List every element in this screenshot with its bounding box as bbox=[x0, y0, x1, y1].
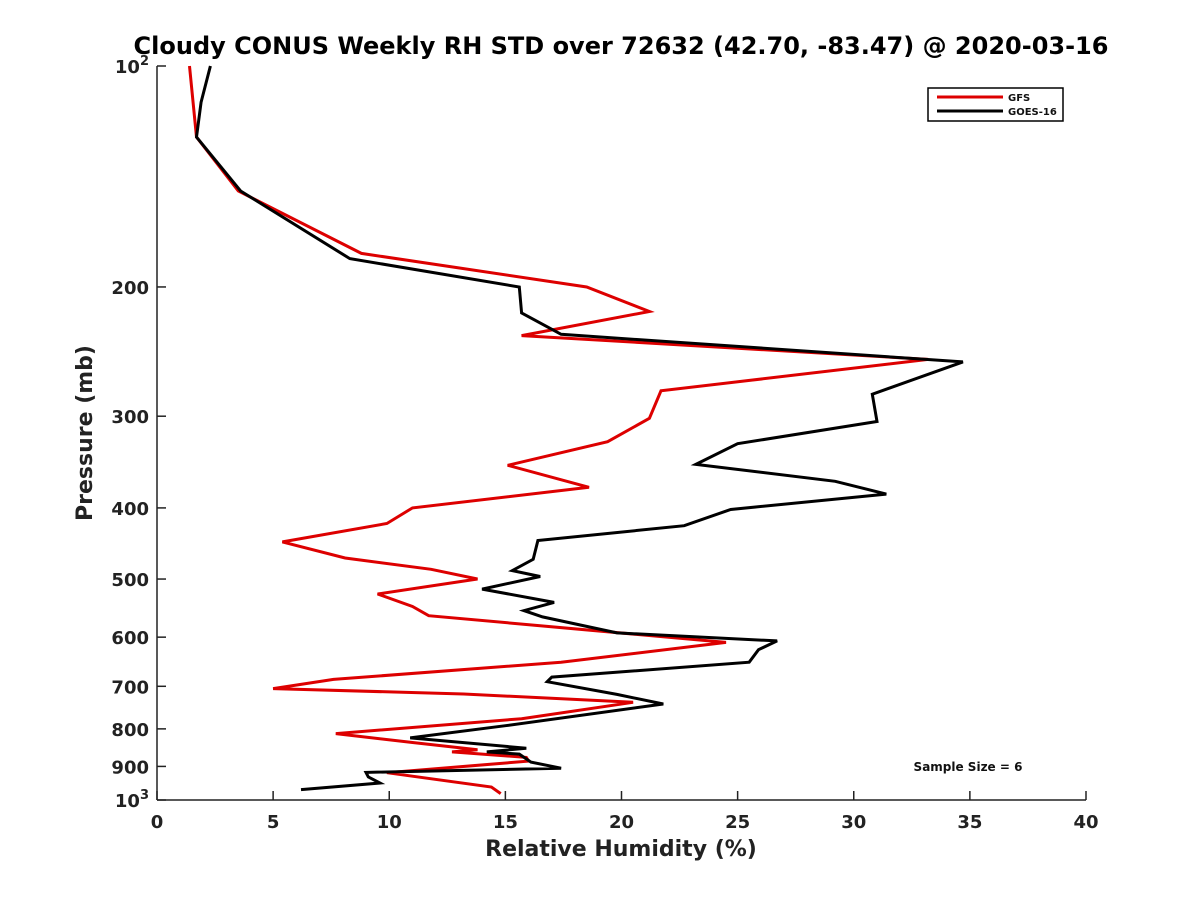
x-tick-label: 10 bbox=[377, 812, 402, 833]
x-tick-label: 35 bbox=[957, 812, 982, 833]
x-axis-label: Relative Humidity (%) bbox=[485, 837, 757, 862]
x-tick-label: 30 bbox=[841, 812, 866, 833]
y-tick-label: 900 bbox=[111, 757, 149, 778]
x-tick-label: 5 bbox=[267, 812, 280, 833]
axes: 0 5 10 15 20 25 30 35 40 102 200 300 400 500 600 700 800… bbox=[111, 54, 1098, 833]
y-tick-label: 300 bbox=[111, 407, 149, 428]
legend-label-gfs: GFS bbox=[1008, 93, 1030, 104]
y-tick-label: 103 bbox=[115, 788, 149, 812]
chart-title: Cloudy CONUS Weekly RH STD over 72632 (4… bbox=[134, 32, 1109, 60]
legend: GFS GOES-16 bbox=[927, 87, 1064, 122]
x-tick-label: 15 bbox=[493, 812, 518, 833]
legend-entries: GFS GOES-16 bbox=[937, 93, 1057, 118]
sample-size-annotation: Sample Size = 6 bbox=[914, 760, 1023, 774]
x-tick-label: 0 bbox=[151, 812, 164, 833]
y-tick-label: 200 bbox=[111, 278, 149, 299]
y-tick-label: 600 bbox=[111, 628, 149, 649]
y-tick-label: 102 bbox=[115, 54, 149, 78]
y-axis-label: Pressure (mb) bbox=[73, 345, 98, 521]
y-tick-label: 400 bbox=[111, 499, 149, 520]
y-tick-label: 500 bbox=[111, 570, 149, 591]
x-tick-label: 20 bbox=[609, 812, 634, 833]
x-tick-label: 25 bbox=[725, 812, 750, 833]
series-line-gfs bbox=[188, 65, 929, 795]
x-tick-label: 40 bbox=[1073, 812, 1098, 833]
series-line-goes-16 bbox=[194, 65, 964, 792]
legend-box bbox=[927, 87, 1064, 122]
series-lines bbox=[188, 65, 964, 795]
y-tick-label: 700 bbox=[111, 677, 149, 698]
y-tick-label: 800 bbox=[111, 720, 149, 741]
legend-label-goes-16: GOES-16 bbox=[1008, 107, 1057, 118]
